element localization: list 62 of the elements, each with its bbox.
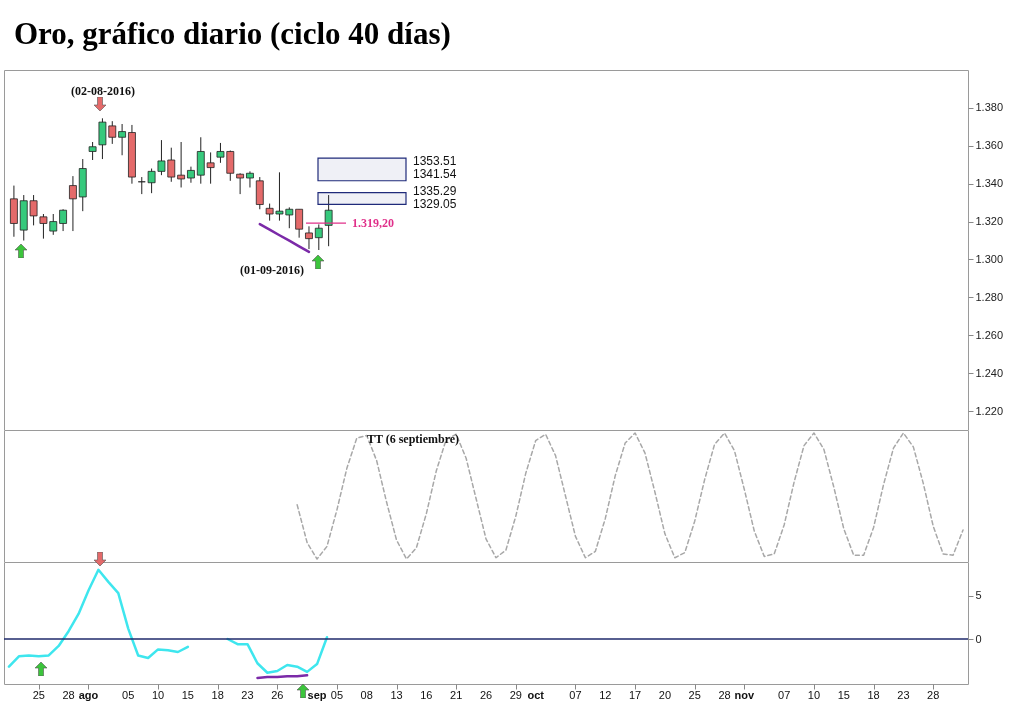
annotation: (02-08-2016) — [71, 84, 135, 98]
x-tick-label: nov — [734, 689, 756, 701]
candlestick — [305, 225, 313, 250]
ref-line-label: 1.319,20 — [352, 216, 394, 231]
x-tick-label: 18 — [867, 689, 880, 701]
annotation: (01-09-2016) — [240, 263, 304, 277]
x-tick-label: 21 — [450, 689, 463, 701]
x-tick-label: sep — [307, 689, 327, 701]
annotation: TT (6 septiembre) — [366, 432, 460, 446]
x-tick-label: 23 — [241, 689, 254, 701]
candlestick — [69, 175, 77, 232]
x-tick-label: 07 — [569, 689, 582, 701]
annotation: 1329.05 — [413, 197, 457, 211]
x-tick-label: 28 — [927, 689, 940, 701]
x-tick-label: 25 — [32, 689, 45, 701]
candlestick — [177, 141, 186, 188]
x-tick-label: 29 — [509, 689, 522, 701]
candlestick — [295, 208, 304, 239]
annotation: 1341.54 — [413, 167, 457, 181]
y-tick-label: 1.280 — [975, 290, 1004, 303]
x-tick-label: 25 — [688, 689, 701, 701]
y-tick-label: 1.220 — [975, 404, 1004, 417]
x-tick-label: 18 — [211, 689, 224, 701]
y-tick-label: 1.360 — [975, 139, 1004, 152]
y-tick-label: 1.240 — [975, 366, 1004, 379]
x-tick-label: 20 — [658, 689, 672, 701]
annotation: 1335.29 — [413, 184, 457, 198]
x-tick-label: ago — [78, 689, 99, 701]
y-tick-label: 1.380 — [975, 101, 1004, 114]
line-series — [258, 222, 311, 254]
y-tick-label: 5 — [975, 589, 982, 602]
candlestick — [59, 208, 67, 232]
y-tick-label: 0 — [975, 632, 982, 645]
x-tick-label: 17 — [628, 689, 642, 701]
chart-title: Oro, gráfico diario (ciclo 40 días) — [14, 16, 451, 52]
x-tick-label: 28 — [62, 689, 75, 701]
x-tick-label: 28 — [718, 689, 731, 701]
x-tick-label: 15 — [181, 689, 194, 701]
x-tick-label: 13 — [390, 689, 403, 701]
candlestick — [236, 172, 245, 195]
x-tick-label: 05 — [122, 689, 135, 701]
x-tick-label: 10 — [807, 689, 821, 701]
y-tick-label: 1.260 — [975, 328, 1004, 341]
x-tick-label: 16 — [420, 689, 433, 701]
x-tick-label: 08 — [360, 689, 373, 701]
candlestick — [246, 170, 254, 188]
x-tick-label: 26 — [479, 689, 493, 701]
candlestick — [314, 223, 323, 251]
y-tick-label: 1.340 — [975, 177, 1004, 190]
x-tick-label: 05 — [330, 689, 344, 701]
x-tick-label: 12 — [599, 689, 612, 701]
x-tick-label: 15 — [837, 689, 850, 701]
y-tick-label: 1.300 — [975, 252, 1004, 265]
candlestick — [255, 176, 264, 210]
x-tick-label: 10 — [151, 689, 165, 701]
candlestick — [118, 123, 126, 156]
y-tick-label: 1.320 — [975, 215, 1004, 228]
x-tick-label: 07 — [778, 689, 791, 701]
x-tick-label: 23 — [897, 689, 910, 701]
annotation: 1353.51 — [413, 154, 457, 168]
x-tick-label: oct — [527, 689, 545, 701]
x-tick-label: 26 — [271, 689, 284, 701]
